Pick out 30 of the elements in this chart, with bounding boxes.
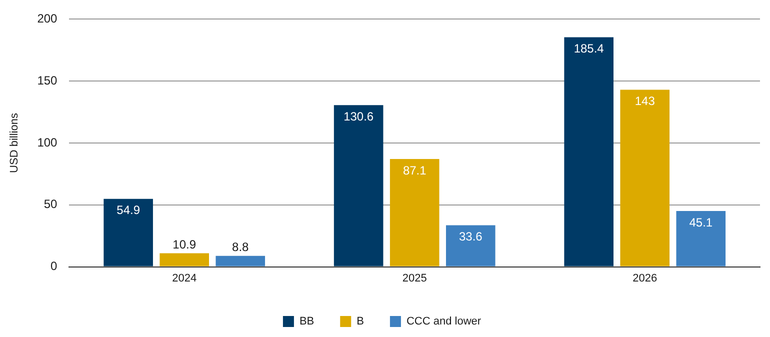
bar — [160, 253, 210, 266]
data-label: 87.1 — [402, 163, 427, 178]
legend-label: CCC and lower — [406, 316, 482, 328]
data-label: 185.4 — [574, 42, 604, 56]
y-tick-label: 200 — [37, 12, 58, 26]
bar — [334, 105, 384, 266]
x-tick-label: 2026 — [632, 272, 658, 284]
data-label: 8.8 — [232, 240, 250, 254]
bar — [564, 37, 614, 266]
data-label: 54.9 — [116, 203, 140, 218]
bar — [676, 210, 726, 266]
data-label: 143 — [634, 94, 656, 108]
x-tick-label: 2025 — [402, 272, 427, 284]
y-tick-label: 150 — [37, 73, 58, 88]
data-label: 130.6 — [344, 109, 374, 124]
bar — [104, 198, 153, 266]
bar — [216, 256, 266, 266]
y-axis-title: USD billions — [8, 112, 21, 173]
y-tick-label: 100 — [37, 135, 58, 150]
legend-label: BB — [299, 316, 314, 328]
y-tick-label: 0 — [50, 259, 58, 274]
y-tick-label: 50 — [44, 197, 58, 212]
data-label: 33.6 — [458, 230, 483, 244]
data-label: 45.1 — [689, 215, 713, 230]
data-label: 10.9 — [172, 238, 196, 252]
bar — [390, 158, 440, 266]
legend-label: B — [356, 316, 364, 328]
bar — [446, 225, 496, 266]
x-tick-label: 2024 — [172, 272, 197, 284]
bar — [620, 90, 670, 266]
